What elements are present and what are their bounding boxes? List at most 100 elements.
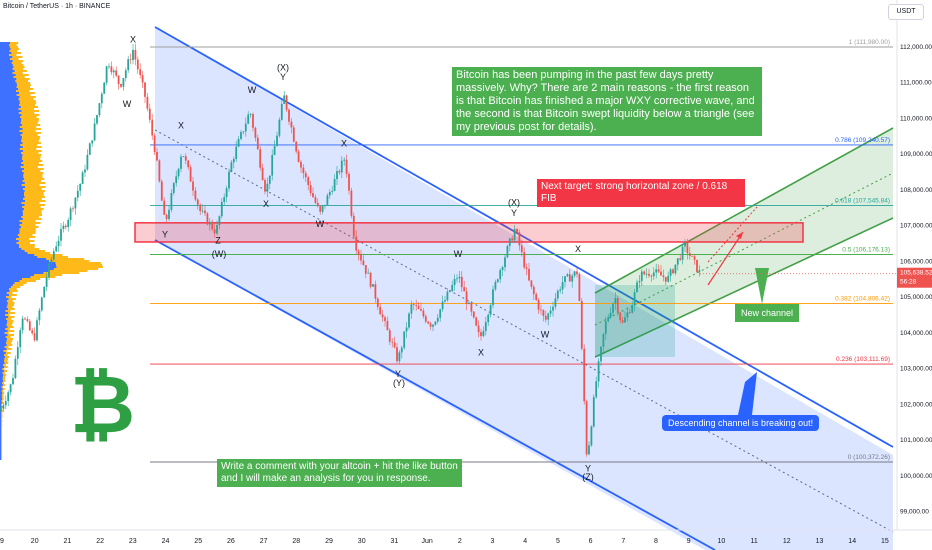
candle-body [523,252,526,268]
volume-bar-up [1,452,2,454]
volume-bar-down [0,332,5,334]
candle-body [9,384,12,393]
candle-body [175,176,178,184]
volume-bar-down [0,124,23,126]
volume-bar-down [0,136,23,138]
volume-bar-up [22,154,42,156]
volume-bar-down [0,312,9,314]
candle-body [604,321,607,334]
volume-bar-up [10,42,19,44]
volume-bar-up [24,182,46,184]
volume-bar-down [0,56,13,58]
candle-body [607,317,610,322]
volume-bar-up [1,396,4,398]
volume-bar-up [9,46,18,48]
time-tick: 9 [0,538,4,545]
volume-bar-up [20,116,37,118]
candle-body [55,246,58,252]
wave-label: (X) [277,63,289,73]
candle-body [312,193,314,198]
candle-body [676,258,679,265]
volume-bar-up [17,234,33,236]
volume-bar-up [1,386,3,388]
candle-body [638,280,641,283]
volume-bar-down [0,258,47,260]
volume-bar-down [0,448,2,450]
volume-bar-up [2,382,4,384]
candle-body [206,213,209,225]
time-tick: 11 [750,538,757,545]
time-tick: 12 [783,538,791,545]
volume-bar-up [12,68,24,70]
volume-bar-down [0,134,21,136]
candle-body [247,114,250,124]
candle-body [640,271,643,281]
candle-body [292,127,295,142]
candle-body [103,82,106,94]
volume-bar-up [19,100,36,102]
candle-body [684,242,686,247]
volume-bar-up [17,84,31,86]
candle-body [612,303,614,313]
volume-bar-down [0,358,5,360]
volume-bar-down [0,310,6,312]
volume-bar-down [0,190,25,192]
volume-bar-down [0,132,23,134]
candle-body [16,347,19,359]
volume-bar-down [0,376,3,378]
volume-bar-up [24,204,45,206]
candle-body [105,66,108,83]
last-price-label: 105,638.52 [900,270,932,277]
candle-body [208,221,211,225]
volume-bar-up [19,224,36,226]
price-tick: 111,000.00 [900,80,932,87]
volume-bar-up [1,418,2,420]
fib-level-label: 0.382 (104,806.42) [835,295,890,302]
volume-bar-down [0,272,44,274]
volume-bar-down [0,86,17,88]
volume-bar-up [22,222,41,224]
candle-body [669,269,672,276]
volume-bar-down [0,264,57,266]
volume-bar-down [0,326,8,328]
time-tick: 4 [523,538,527,545]
candle-body [268,175,271,184]
volume-bar-up [7,322,13,324]
fib-level-label: 0 (100,372.26) [848,454,890,461]
volume-bar-up [22,206,41,208]
candle-body [626,312,629,318]
candle-body [364,265,367,274]
volume-bar-down [0,48,11,50]
candle-body [367,272,370,274]
volume-bar-up [19,236,36,238]
candle-body [393,342,396,348]
volume-bar-down [0,204,25,206]
volume-bar-down [0,254,35,256]
volume-bar-up [7,300,13,302]
candle-body [259,149,262,168]
candle-body [340,160,343,173]
volume-bar-up [23,198,42,200]
candle-body [660,271,662,276]
volume-bar-down [0,268,54,270]
volume-bar-down [0,362,5,364]
candle-body [117,75,120,84]
candle-body [559,289,562,291]
fib-level-label: 0.618 (107,545.84) [835,198,890,205]
currency-button[interactable]: USDT [888,4,924,20]
candle-body [31,330,34,334]
volume-bar-up [24,208,44,210]
volume-bar-up [21,216,39,218]
new-channel-mid [594,172,894,326]
price-tick: 105,000.00 [900,294,932,301]
volume-bar-up [1,428,2,430]
projection-arrow [707,231,744,286]
time-tick: 30 [358,538,366,545]
candle-body [326,195,329,205]
volume-bar-up [37,256,68,258]
volume-bar-up [23,214,42,216]
candle-body [108,66,110,68]
volume-bar-up [23,160,43,162]
candle-body [451,284,454,292]
volume-bar-down [0,106,21,108]
